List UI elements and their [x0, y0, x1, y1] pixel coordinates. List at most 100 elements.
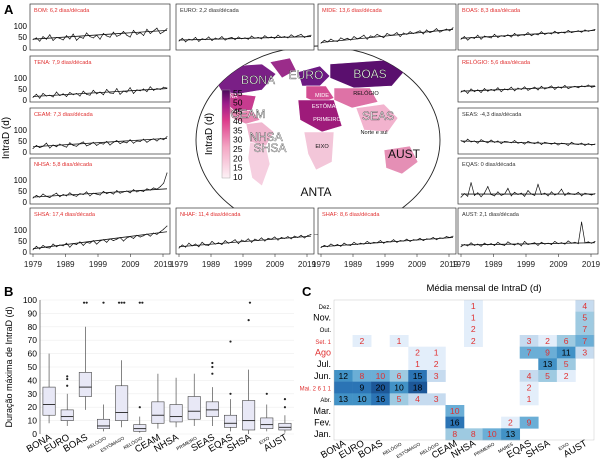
y-tick-label: 0: [23, 198, 28, 207]
mini-chart-relogio: RELÓGIO: 5,6 dias/década: [457, 55, 599, 103]
mini-chart-mide: MIDE: 13,6 dias/década: [317, 3, 457, 51]
mini-chart-point: [383, 37, 385, 39]
mini-chart-point: [191, 39, 193, 41]
mini-chart-point: [92, 141, 94, 143]
heatmap-cell-value: 9: [545, 348, 550, 358]
mini-chart-point: [79, 241, 81, 243]
mini-chart-trend: [32, 137, 168, 148]
mini-chart-point: [59, 95, 61, 97]
mini-chart-point: [112, 240, 114, 242]
mini-chart-point: [581, 31, 583, 33]
mini-chart-point: [557, 144, 559, 146]
colorbar-tick-label: 50: [233, 97, 243, 107]
mini-chart-point: [129, 87, 131, 89]
heatmap-cell-value: 1: [471, 313, 476, 323]
heatmap-cell: [519, 370, 539, 382]
mini-chart-point: [524, 34, 526, 36]
mini-chart-point: [337, 40, 338, 42]
mini-chart-point: [59, 244, 61, 246]
mini-chart-point: [42, 92, 44, 94]
heatmap-row-label: Jul.: [317, 359, 331, 369]
mini-chart-point: [320, 247, 322, 249]
mini-chart-point: [574, 85, 576, 87]
mini-chart-point: [467, 245, 469, 247]
mini-chart-point: [356, 38, 358, 40]
mini-chart-point: [574, 31, 576, 33]
heatmap-cell-value: 16: [376, 394, 386, 404]
mini-chart-point: [163, 139, 165, 141]
colorbar-label: IntraD (d): [204, 113, 215, 155]
heatmap-cell: [426, 358, 446, 371]
mini-chart-point: [149, 139, 151, 141]
mini-chart-point: [530, 142, 532, 144]
heatmap-cell-value: 2: [471, 324, 476, 334]
box-outlier: [82, 301, 86, 304]
mini-chart-point: [270, 36, 272, 38]
mini-chart-point: [49, 197, 51, 199]
y-tick-label: 50: [18, 237, 27, 246]
mini-chart-point: [460, 140, 462, 142]
mini-chart-point: [99, 194, 101, 196]
y-tick-label: 100: [14, 22, 28, 31]
box-outlier: [138, 406, 141, 409]
mini-chart-point: [551, 85, 552, 87]
mini-chart-trend: [32, 188, 168, 198]
heatmap-cell-value: 4: [582, 301, 587, 311]
mini-chart-point: [59, 143, 61, 145]
mini-chart-point: [484, 192, 485, 194]
mini-chart-title: SEAS: -4,3 dias/década: [462, 112, 522, 118]
box-outlier: [229, 340, 232, 343]
heatmap-cell-value: 6: [397, 371, 402, 381]
mini-chart-point: [42, 193, 44, 195]
heatmap-cell-value: 7: [582, 336, 587, 346]
mini-chart-trend: [460, 30, 596, 39]
heatmap-cell-value: 13: [506, 429, 516, 439]
mini-chart-point: [39, 248, 41, 250]
mini-chart-point: [99, 142, 101, 144]
mini-chart-point: [35, 93, 37, 95]
mini-chart-point: [69, 142, 71, 144]
mini-chart-frame: [29, 3, 171, 51]
mini-chart-point: [463, 244, 465, 245]
mini-chart-point: [294, 235, 295, 237]
mini-chart-point: [62, 93, 64, 95]
mini-chart-point: [106, 241, 108, 243]
mini-chart-point: [89, 94, 91, 96]
mini-chart-point: [119, 143, 121, 145]
heatmap-cell: [408, 370, 428, 382]
mini-chart-point: [62, 245, 64, 247]
mini-chart-point: [126, 237, 128, 239]
mini-chart-point: [494, 141, 495, 143]
mini-chart-point: [159, 186, 161, 188]
mini-chart-point: [577, 30, 579, 32]
colorbar-tick-label: 15: [233, 163, 243, 173]
x-tick-label: 2019: [298, 260, 317, 269]
heatmap-cell: [334, 393, 353, 406]
heatmap-cell-value: 12: [339, 371, 349, 381]
mini-chart-point: [507, 187, 509, 189]
x-tick-label: 1979: [312, 260, 331, 269]
mini-chart-point: [537, 34, 539, 36]
mini-chart-point: [89, 36, 91, 38]
box-body: [169, 404, 183, 423]
map-label-mide: MIDE: [315, 93, 329, 99]
mini-chart-point: [527, 244, 529, 245]
box-category-label: AUST: [262, 432, 290, 454]
mini-chart-point: [92, 192, 94, 194]
mini-chart-point: [69, 38, 71, 40]
mini-chart-point: [181, 37, 183, 39]
mini-chart-point: [149, 33, 151, 34]
heatmap-row-label: Dez.: [319, 305, 332, 311]
mini-chart-point: [416, 239, 418, 241]
mini-chart-point: [577, 144, 579, 145]
mini-chart-point: [166, 136, 168, 138]
mini-chart-point: [109, 144, 111, 146]
mini-chart-point: [126, 190, 128, 192]
mini-chart-point: [99, 38, 101, 40]
mini-chart-title: BOAS: 8,3 dias/década: [462, 8, 521, 14]
mini-chart-point: [82, 90, 84, 92]
mini-chart-point: [480, 92, 482, 93]
map-region-labels: BONAEUROBOASTENAMIDERELÓGIOCEAMESTÔMAGOS…: [223, 67, 421, 199]
mini-chart-point: [470, 36, 472, 38]
region-euro-shape: [297, 65, 331, 87]
